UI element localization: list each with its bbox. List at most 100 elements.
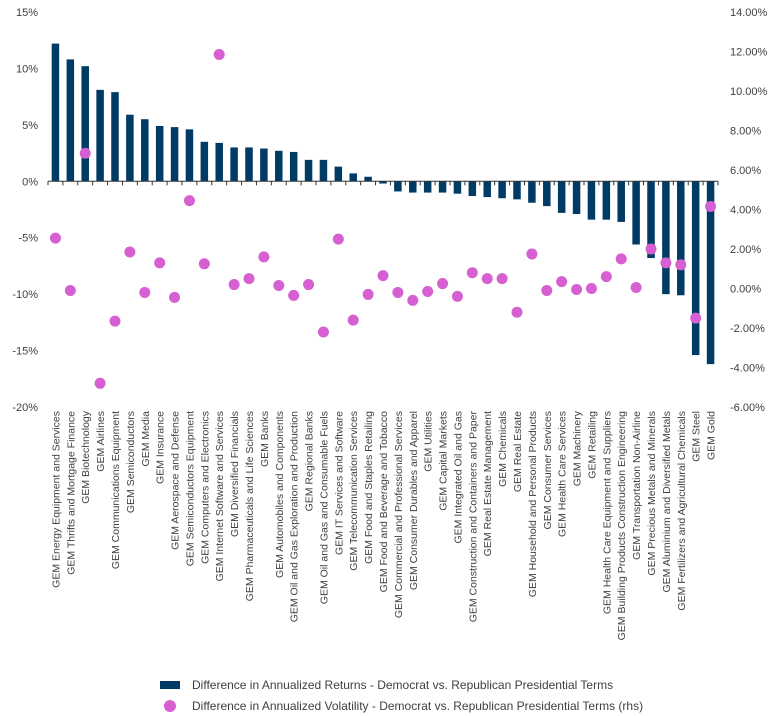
dot-volatility [675, 259, 687, 271]
dot-volatility [526, 248, 538, 260]
bar-returns [513, 181, 521, 200]
x-category-label: GEM Semiconductors Equipment [184, 411, 196, 566]
dot-volatility [571, 283, 583, 295]
x-category-label: GEM Machinery [572, 410, 584, 486]
dot-volatility [94, 377, 106, 389]
dot-volatility [288, 289, 300, 301]
bar-returns [647, 181, 655, 259]
dot-volatility [630, 282, 642, 294]
x-category-label: GEM Health Care Equipment and Suppliers [601, 411, 613, 614]
dot-volatility [466, 267, 478, 279]
bar-returns [498, 181, 506, 199]
legend-label-volatility: Difference in Annualized Volatility - De… [192, 698, 644, 713]
bar-returns [394, 181, 402, 192]
bar-returns [334, 166, 343, 182]
y-left-tick-label: -20% [12, 402, 38, 414]
bar-returns [230, 147, 238, 182]
bar-returns [185, 129, 194, 182]
dot-volatility [496, 273, 508, 285]
dot-volatility [109, 315, 121, 327]
y-right-tick-label: -4.00% [730, 363, 765, 375]
bar-returns [379, 181, 387, 184]
x-category-label: GEM Energy Equipment and Services [50, 411, 62, 588]
bar-returns [141, 119, 149, 182]
bar-returns [706, 181, 715, 365]
x-category-label: GEM Computers and Electronics [199, 411, 211, 564]
bar-returns [155, 125, 164, 182]
dot-volatility [332, 233, 344, 245]
bar-returns [587, 181, 596, 220]
legend-swatch-volatility [164, 699, 176, 712]
x-category-label: GEM Capital Markets [438, 411, 450, 511]
y-left-tick-label: 5% [22, 120, 38, 132]
dot-volatility [377, 270, 389, 282]
dot-volatility [303, 279, 315, 291]
legend-item-returns: Difference in Annualized Returns - Democ… [160, 674, 643, 695]
dot-volatility [273, 280, 285, 292]
legend-label-returns: Difference in Annualized Returns - Democ… [192, 677, 614, 692]
bar-returns [423, 181, 432, 193]
y-left-tick-label: 0% [22, 176, 38, 188]
x-category-label: GEM Aluminium and Diversified Metals [661, 411, 673, 592]
bar-returns [483, 181, 491, 198]
x-category-label: GEM Integrated Oil and Gas [452, 411, 464, 543]
x-category-label: GEM Communications Equipment [110, 411, 122, 569]
dot-volatility [437, 278, 449, 290]
dot-volatility [124, 246, 136, 258]
bar-returns [528, 181, 536, 203]
dot-volatility [362, 288, 374, 300]
dot-volatility [169, 291, 181, 303]
bar-returns [557, 181, 566, 213]
bar-returns [81, 66, 89, 182]
bar-returns [409, 181, 417, 193]
bar-returns [170, 127, 179, 182]
bar-returns [543, 181, 551, 207]
y-right-tick-label: 4.00% [730, 205, 761, 217]
bar-returns [438, 181, 447, 193]
dot-volatility [347, 314, 359, 326]
dot-volatility [407, 294, 419, 306]
dot-volatility [49, 232, 61, 244]
x-category-label: GEM Utilities [423, 411, 435, 472]
dot-volatility [451, 290, 463, 302]
bar-returns [245, 147, 253, 182]
y-left-tick-label: -10% [12, 289, 38, 301]
x-category-label: GEM Banks [259, 411, 271, 467]
y-left-tick-label: 10% [16, 63, 38, 75]
dot-volatility [705, 201, 717, 213]
bar-returns [617, 181, 625, 222]
x-category-label: GEM Diversified Financials [229, 411, 241, 537]
bar-returns [468, 181, 477, 196]
dot-volatility [690, 312, 702, 324]
bar-returns [126, 114, 134, 182]
dot-volatility [481, 273, 493, 285]
legend: Difference in Annualized Returns - Democ… [160, 674, 643, 716]
bar-returns [289, 151, 298, 182]
dot-volatility [511, 306, 523, 318]
dot-volatility [645, 243, 657, 255]
legend-item-volatility: Difference in Annualized Volatility - De… [160, 695, 643, 716]
bar-returns [111, 92, 119, 182]
dot-volatility [213, 48, 225, 60]
y-right-tick-label: 10.00% [730, 86, 768, 98]
x-category-label: GEM Internet Software and Services [214, 411, 226, 581]
x-category-label: GEM Telecommunication Services [348, 411, 360, 571]
dot-volatility [258, 251, 270, 263]
x-category-label: GEM Semiconductors [125, 411, 137, 513]
dot-volatility [585, 283, 597, 294]
x-category-label: GEM Insurance [155, 411, 167, 484]
x-category-label: GEM Biotechnology [80, 410, 92, 504]
dot-volatility [317, 326, 329, 338]
y-right-tick-label: 2.00% [730, 244, 761, 256]
x-category-label: GEM Food and Beverage and Tobacco [378, 411, 390, 593]
y-right-tick-label: 12.00% [730, 47, 768, 59]
dot-volatility [243, 273, 255, 285]
x-category-label: GEM Consumer Services [542, 411, 554, 529]
x-category-label: GEM Thrifts and Mortgage Finance [65, 411, 77, 575]
y-right-tick-label: 14.00% [730, 7, 768, 19]
dot-volatility [660, 257, 672, 269]
x-category-label: GEM Commercial and Professional Services [393, 411, 405, 618]
y-left-tick-label: 15% [16, 7, 38, 19]
